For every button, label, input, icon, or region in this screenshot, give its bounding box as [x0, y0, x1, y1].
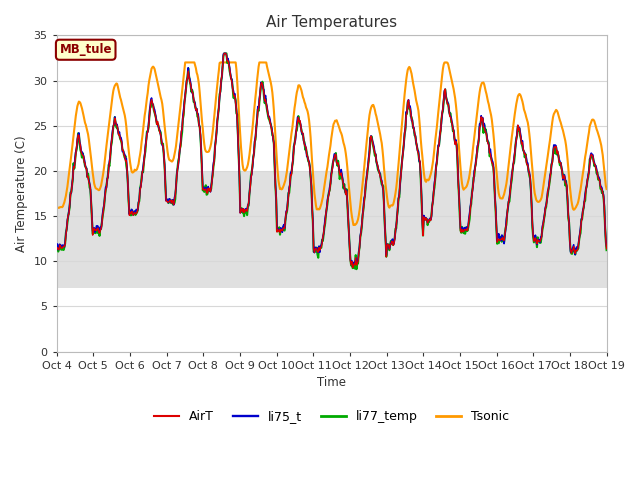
Tsonic — [349, 222, 357, 228]
Bar — [57, 288, 607, 351]
Legend: AirT, li75_t, li77_temp, Tsonic: AirT, li75_t, li77_temp, Tsonic — [149, 405, 515, 428]
li75_t — [120, 148, 127, 154]
li75_t — [416, 158, 424, 164]
li77_temp — [220, 50, 228, 56]
AirT — [63, 226, 70, 232]
AirT — [416, 158, 424, 164]
li77_temp — [400, 140, 408, 146]
Line: Tsonic: Tsonic — [57, 62, 607, 225]
Tsonic — [416, 125, 424, 131]
Tsonic — [175, 116, 183, 122]
li75_t — [175, 154, 183, 159]
AirT — [53, 246, 61, 252]
Tsonic — [205, 149, 212, 155]
li77_temp — [353, 266, 360, 272]
AirT — [603, 246, 611, 252]
Line: li77_temp: li77_temp — [57, 53, 607, 269]
li75_t — [204, 184, 212, 190]
li75_t — [53, 246, 61, 252]
li77_temp — [603, 247, 611, 253]
li75_t — [349, 263, 356, 268]
AirT — [220, 50, 228, 56]
AirT — [204, 185, 212, 191]
AirT — [175, 155, 183, 160]
Line: AirT: AirT — [57, 53, 607, 268]
li77_temp — [63, 226, 70, 232]
li75_t — [63, 226, 70, 231]
Tsonic — [181, 60, 189, 65]
li77_temp — [53, 246, 61, 252]
X-axis label: Time: Time — [317, 376, 346, 389]
li75_t — [400, 141, 408, 147]
Line: li75_t: li75_t — [57, 53, 607, 265]
Bar — [57, 36, 607, 171]
Tsonic — [603, 186, 611, 192]
li75_t — [220, 50, 228, 56]
Title: Air Temperatures: Air Temperatures — [266, 15, 397, 30]
AirT — [120, 147, 127, 153]
li77_temp — [204, 187, 212, 193]
li77_temp — [120, 148, 127, 154]
Tsonic — [63, 189, 70, 194]
Bar — [57, 171, 607, 288]
Text: MB_tule: MB_tule — [60, 43, 112, 56]
Tsonic — [120, 107, 127, 112]
li77_temp — [416, 160, 424, 166]
li75_t — [603, 243, 611, 249]
AirT — [349, 265, 356, 271]
li77_temp — [175, 155, 183, 160]
Y-axis label: Air Temperature (C): Air Temperature (C) — [15, 135, 28, 252]
Tsonic — [400, 99, 408, 105]
Tsonic — [53, 204, 61, 210]
AirT — [400, 140, 408, 146]
